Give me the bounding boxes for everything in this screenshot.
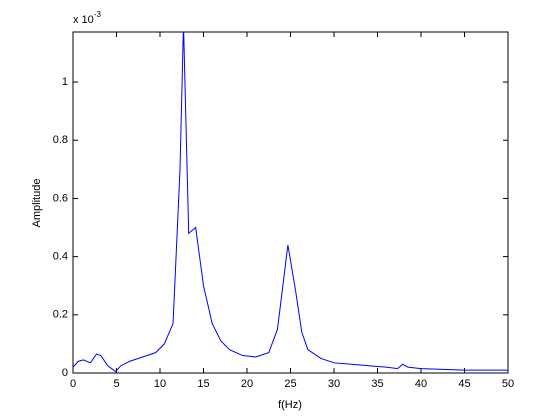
x-tick-label: 30 <box>328 378 340 390</box>
x-tick-label: 40 <box>415 378 427 390</box>
x-tick-label: 15 <box>197 378 209 390</box>
y-tick-label: 0 <box>62 367 68 379</box>
data-line <box>73 32 508 373</box>
y-tick-label: 1 <box>62 76 68 88</box>
y-tick-label: 0.6 <box>53 192 68 204</box>
multiplier-exponent: -3 <box>94 10 102 19</box>
y-tick-label: 0.8 <box>53 134 68 146</box>
multiplier-base: x 10 <box>73 14 94 26</box>
y-axis-label: Amplitude <box>31 179 43 228</box>
y-tick-label: 0.2 <box>53 309 68 321</box>
x-tick-label: 20 <box>241 378 253 390</box>
y-multiplier: x 10-3 <box>73 10 101 26</box>
y-tick-label: 0.4 <box>53 251 68 263</box>
x-tick-label: 50 <box>502 378 514 390</box>
x-tick-label: 5 <box>113 378 119 390</box>
x-tick-label: 45 <box>458 378 470 390</box>
x-tick-label: 25 <box>284 378 296 390</box>
x-tick-label: 10 <box>154 378 166 390</box>
plot-area <box>72 31 509 374</box>
x-tick-label: 0 <box>70 378 76 390</box>
x-tick-label: 35 <box>371 378 383 390</box>
x-axis-label: f(Hz) <box>278 399 302 411</box>
